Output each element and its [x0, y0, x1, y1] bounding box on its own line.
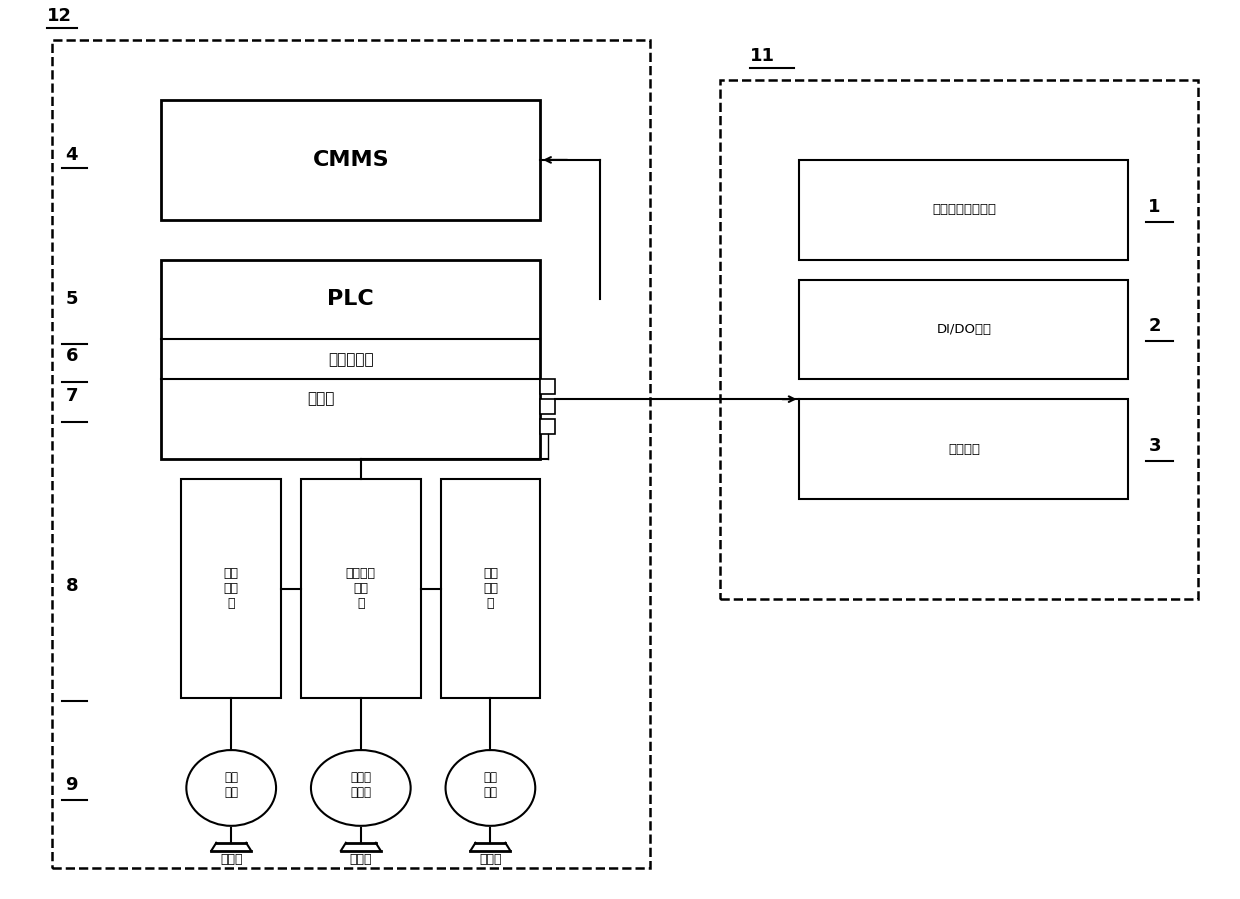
- Text: 3: 3: [1148, 437, 1161, 455]
- Text: 起升
电机: 起升 电机: [224, 771, 238, 799]
- Text: DI/DO模块: DI/DO模块: [936, 323, 992, 336]
- Bar: [52, 40, 650, 868]
- Bar: [800, 399, 1128, 499]
- Bar: [541, 419, 556, 434]
- Text: 7: 7: [66, 387, 78, 405]
- Text: 制动器: 制动器: [479, 853, 502, 866]
- Text: PLC: PLC: [327, 289, 374, 309]
- Text: 1: 1: [1148, 198, 1161, 216]
- Text: 大车
电机: 大车 电机: [484, 771, 497, 799]
- Ellipse shape: [311, 750, 410, 826]
- Text: 制动器: 制动器: [350, 853, 372, 866]
- Text: CMMS: CMMS: [312, 150, 389, 170]
- Bar: [161, 100, 541, 219]
- Text: 8: 8: [66, 576, 78, 594]
- Text: 2: 2: [1148, 317, 1161, 335]
- Ellipse shape: [186, 750, 277, 826]
- Text: 制动器: 制动器: [219, 853, 243, 866]
- Text: 11: 11: [750, 47, 775, 66]
- Bar: [800, 160, 1128, 260]
- Bar: [301, 479, 420, 699]
- Text: 操作面板: 操作面板: [947, 442, 980, 456]
- Text: 以太网模块: 以太网模块: [329, 352, 373, 367]
- Bar: [800, 280, 1128, 379]
- Text: 远程子站接口模块: 远程子站接口模块: [932, 203, 996, 217]
- Text: 起升
变频
器: 起升 变频 器: [223, 567, 239, 610]
- Text: 傈仰小车
变频
器: 傈仰小车 变频 器: [346, 567, 376, 610]
- Text: 5: 5: [66, 290, 78, 308]
- Bar: [541, 399, 556, 414]
- Bar: [161, 260, 541, 459]
- Text: 4: 4: [66, 146, 78, 164]
- Text: 12: 12: [47, 7, 72, 25]
- Bar: [541, 379, 556, 394]
- Text: 6: 6: [66, 347, 78, 365]
- Ellipse shape: [445, 750, 536, 826]
- Text: 傈仰小
车电机: 傈仰小 车电机: [351, 771, 371, 799]
- Text: 9: 9: [66, 776, 78, 794]
- Bar: [181, 479, 281, 699]
- Bar: [440, 479, 541, 699]
- Text: 交换机: 交换机: [308, 392, 335, 406]
- Bar: [719, 80, 1198, 599]
- Text: 大车
变频
器: 大车 变频 器: [482, 567, 498, 610]
